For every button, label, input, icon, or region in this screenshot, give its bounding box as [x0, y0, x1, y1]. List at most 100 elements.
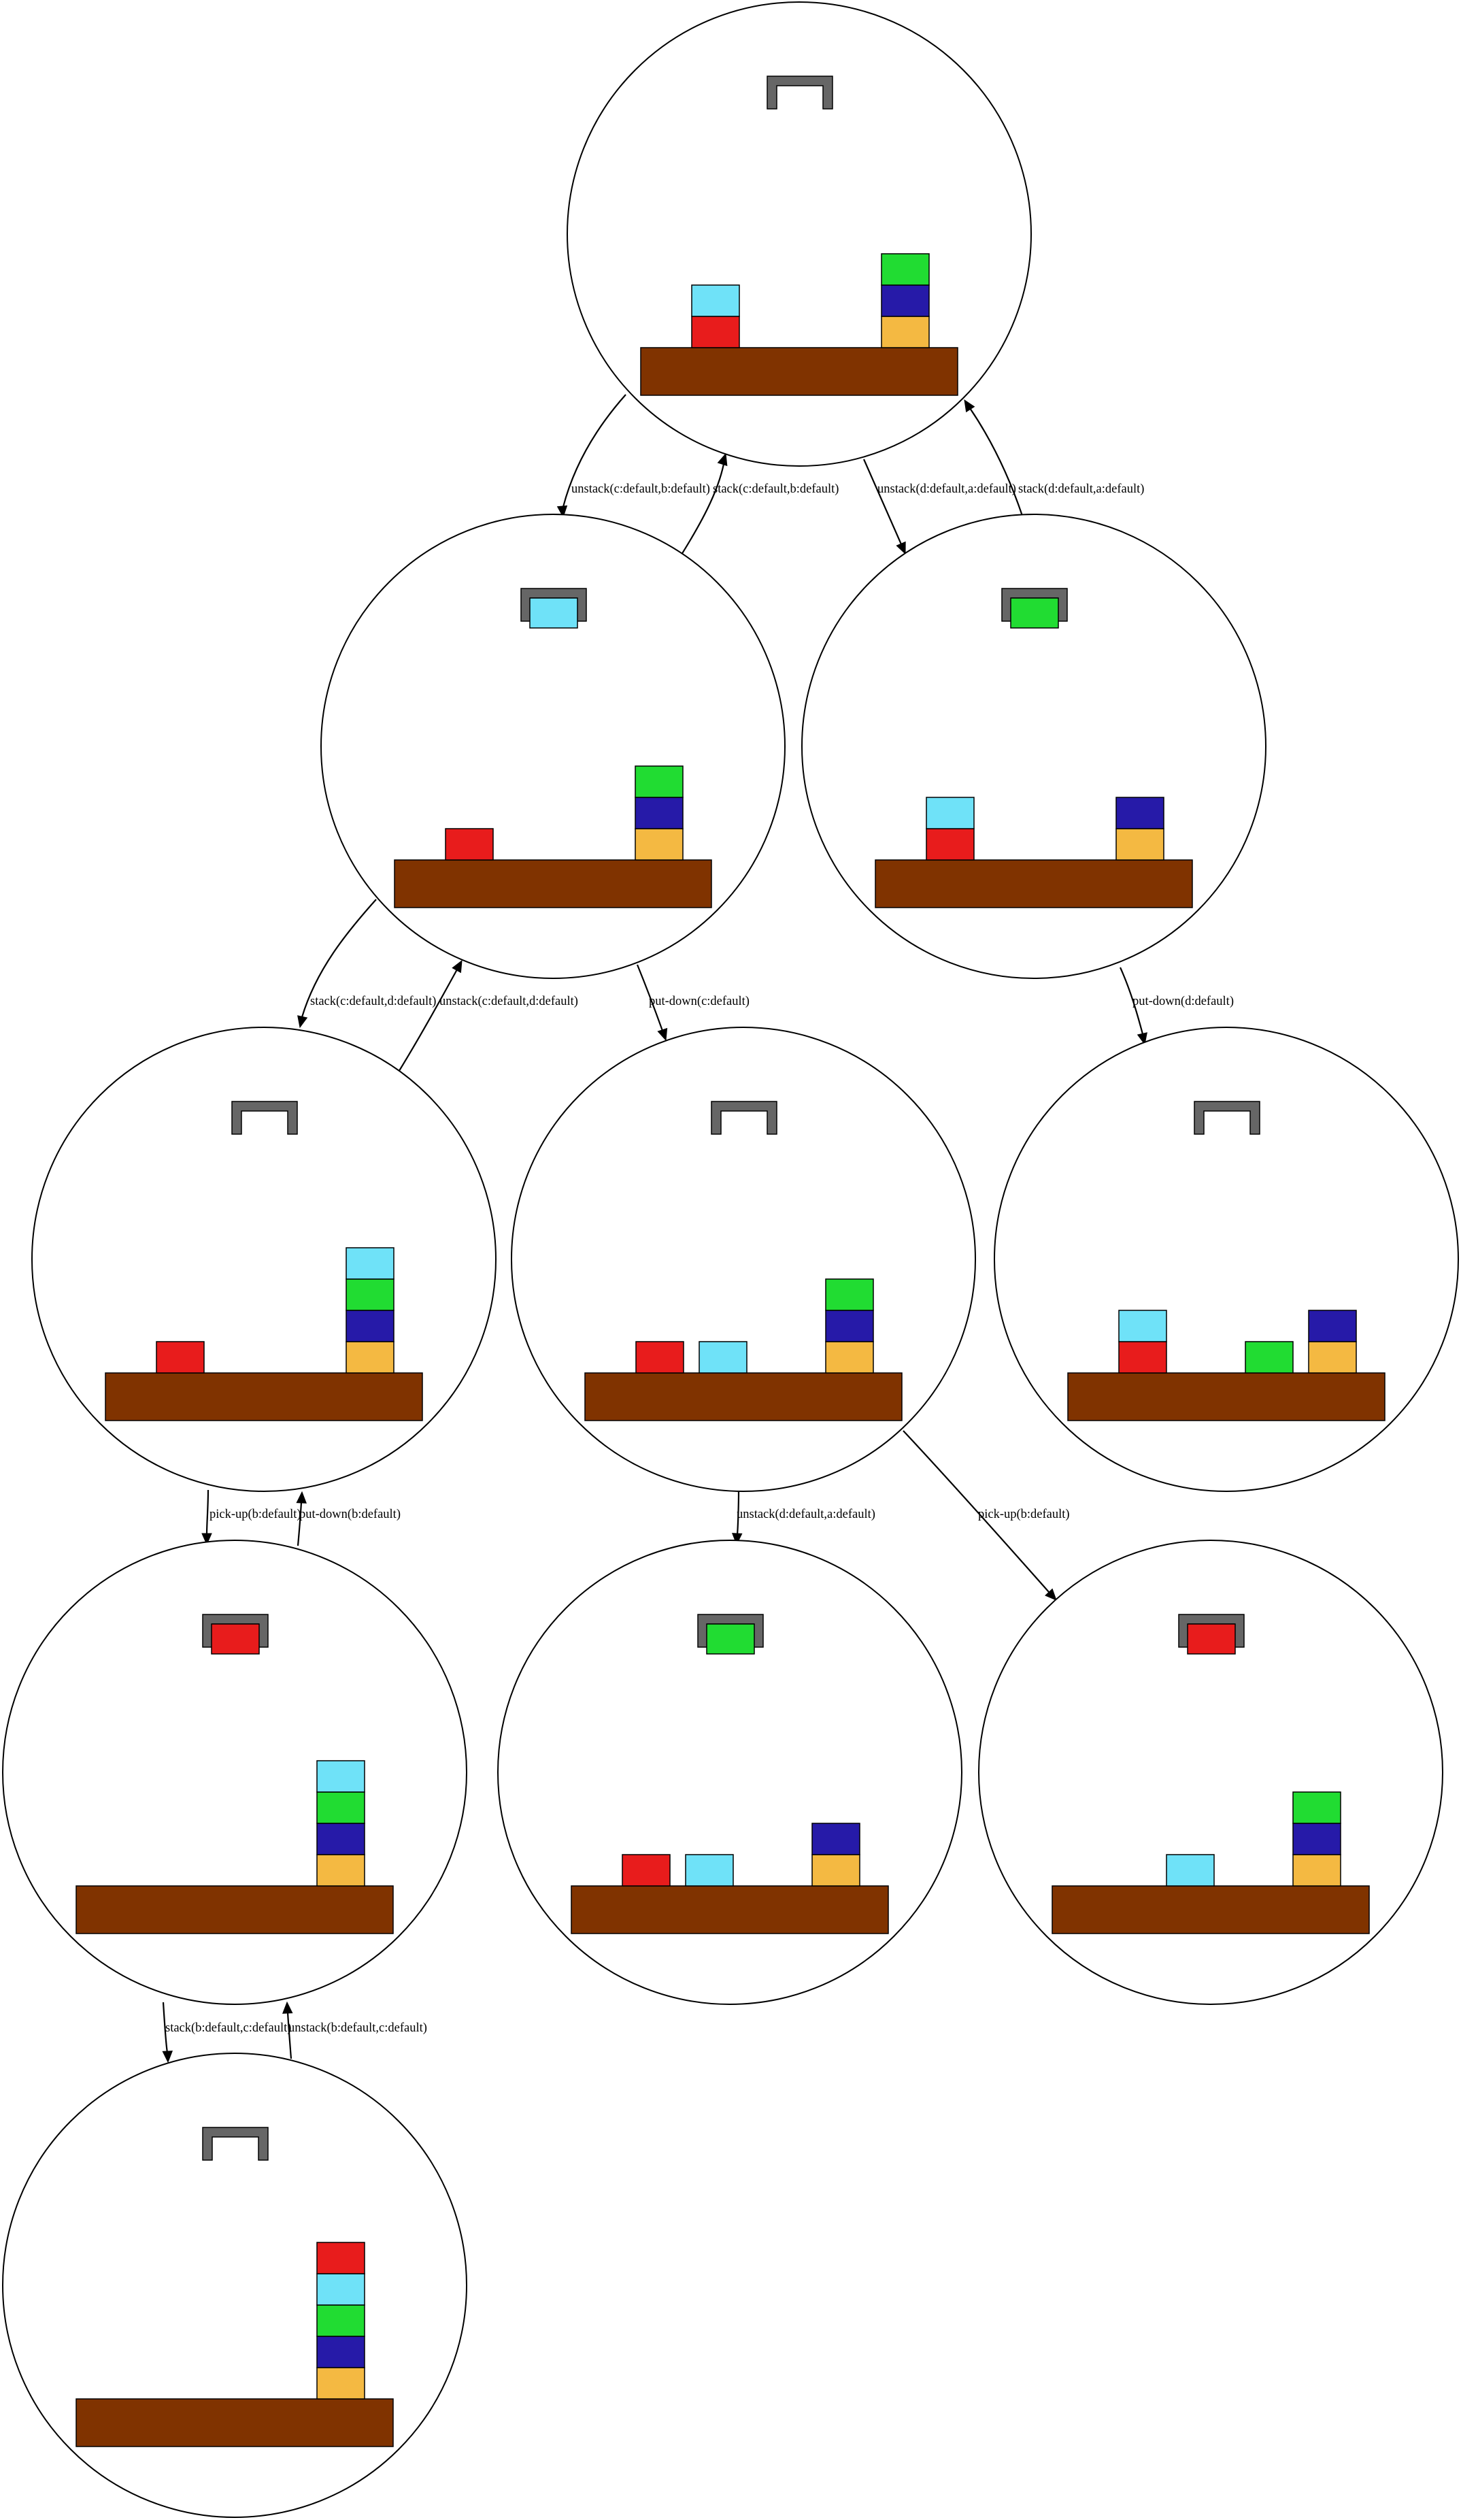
edge-label: stack(b:default,c:default) — [165, 2021, 291, 2035]
block-d — [316, 1791, 365, 1824]
edge-label: put-down(c:default) — [649, 995, 750, 1008]
edge-s3-s6 — [201, 1489, 212, 1546]
block-a — [825, 1341, 874, 1374]
edge-line — [736, 1491, 740, 1535]
block-a — [811, 1854, 860, 1887]
edge-s4-s8 — [903, 1430, 1057, 1601]
block-b — [622, 1854, 671, 1887]
block-c — [691, 284, 740, 317]
arrow-head-icon — [964, 399, 975, 413]
block-c — [1118, 1310, 1167, 1342]
state-node-s1 — [320, 514, 786, 979]
edge-s0-s1 — [556, 394, 626, 518]
state-circle — [978, 1540, 1443, 2005]
block-d — [635, 765, 684, 798]
block-e — [811, 1823, 860, 1855]
state-node-s2 — [801, 514, 1266, 979]
edge-line — [562, 394, 626, 508]
edge-s2-s0 — [964, 399, 1024, 516]
table — [1067, 1372, 1386, 1421]
block-e — [316, 1823, 365, 1855]
block-c — [1166, 1854, 1215, 1887]
state-node-s3 — [31, 1027, 497, 1492]
edge-s9-s6 — [282, 2001, 293, 2059]
edge-line — [205, 1489, 209, 1535]
block-a — [1292, 1854, 1341, 1887]
edges-layer — [162, 394, 1147, 2063]
arrow-head-icon — [556, 505, 568, 518]
state-circle — [320, 514, 786, 979]
edge-label: stack(c:default,b:default) — [713, 482, 839, 496]
held-block-b — [211, 1623, 260, 1655]
gripper-icon — [767, 76, 833, 110]
block-b — [926, 828, 975, 861]
arrow-head-icon — [297, 1015, 308, 1029]
state-node-s5 — [994, 1027, 1459, 1492]
block-b — [691, 316, 740, 348]
state-node-s7 — [497, 1540, 962, 2005]
table — [75, 1885, 394, 1934]
state-circle — [2, 2053, 467, 2518]
block-d — [346, 1278, 394, 1311]
block-a — [316, 2367, 365, 2400]
edge-line — [681, 463, 725, 555]
arrow-head-icon — [452, 959, 463, 974]
block-b — [635, 1341, 684, 1374]
edge-s6-s9 — [162, 2002, 173, 2063]
block-a — [1115, 828, 1164, 861]
edge-label: unstack(b:default,c:default) — [288, 2021, 427, 2035]
arrow-head-icon — [282, 2001, 293, 2014]
edge-s1-s0 — [681, 452, 728, 555]
arrow-head-icon — [896, 541, 906, 555]
edge-label: unstack(d:default,a:default) — [877, 482, 1016, 496]
edge-label: unstack(c:default,b:default) — [571, 482, 710, 496]
block-c — [316, 2273, 365, 2306]
arrow-head-icon — [657, 1027, 668, 1042]
state-node-s4 — [511, 1027, 976, 1492]
arrow-head-icon — [162, 2051, 173, 2063]
block-e — [635, 797, 684, 829]
edge-line — [862, 459, 903, 545]
table — [1052, 1885, 1370, 1934]
block-c — [685, 1854, 734, 1887]
block-d — [1292, 1791, 1341, 1824]
block-a — [346, 1341, 394, 1374]
edge-s2-s5 — [1119, 967, 1147, 1046]
block-b — [316, 2242, 365, 2274]
edge-line — [286, 2012, 292, 2059]
edge-line — [636, 964, 664, 1031]
table — [75, 2398, 394, 2447]
block-e — [316, 2336, 365, 2368]
held-block-c — [529, 597, 578, 629]
state-circle — [497, 1540, 962, 2005]
state-node-s8 — [978, 1540, 1443, 2005]
block-a — [316, 1854, 365, 1887]
gripper-icon — [1194, 1101, 1260, 1135]
edge-label: stack(c:default,d:default) — [310, 995, 436, 1008]
table — [105, 1372, 423, 1421]
state-node-s6 — [2, 1540, 467, 2005]
block-e — [1308, 1310, 1357, 1342]
block-d — [825, 1278, 874, 1311]
block-c — [699, 1341, 748, 1374]
arrow-head-icon — [717, 452, 728, 467]
held-block-d — [1010, 597, 1059, 629]
state-circle — [567, 1, 1032, 467]
block-a — [635, 828, 684, 861]
state-node-s0 — [567, 1, 1032, 467]
table — [640, 347, 958, 396]
block-b — [445, 828, 494, 861]
table — [584, 1372, 903, 1421]
arrow-head-icon — [731, 1533, 743, 1546]
block-c — [316, 1760, 365, 1793]
block-e — [881, 284, 930, 317]
block-e — [1115, 797, 1164, 829]
arrow-head-icon — [1137, 1032, 1147, 1046]
arrow-head-icon — [201, 1533, 212, 1546]
edge-line — [969, 408, 1024, 516]
edge-s6-s3 — [296, 1491, 307, 1546]
state-circle — [31, 1027, 497, 1492]
state-node-s9 — [2, 2053, 467, 2518]
block-c — [346, 1247, 394, 1280]
